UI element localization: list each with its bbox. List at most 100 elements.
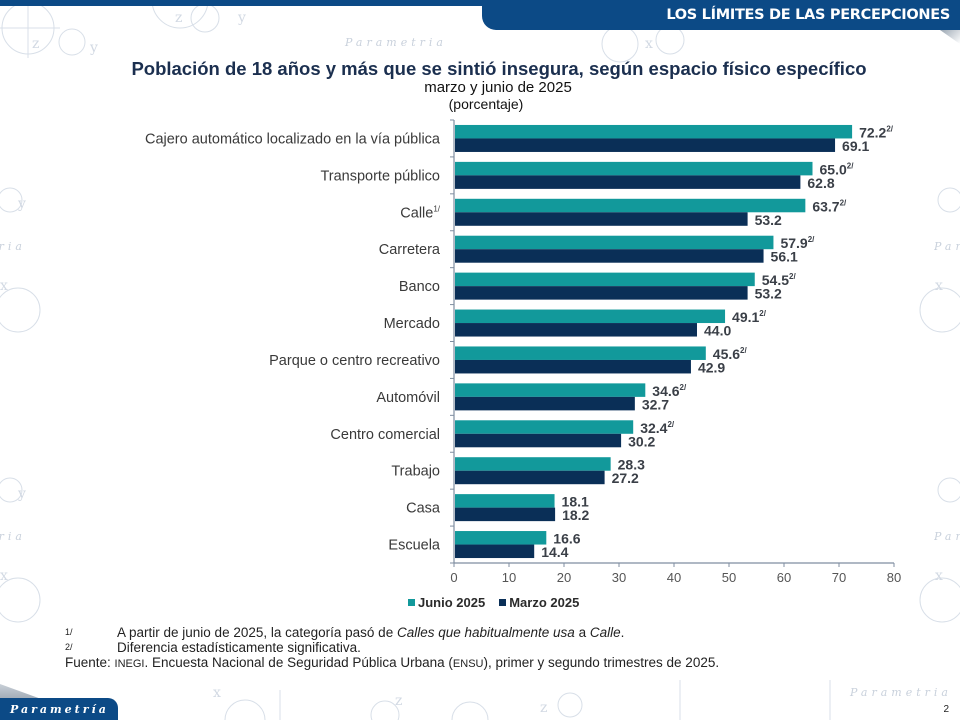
data-label-junio-2025: 28.3 bbox=[618, 457, 645, 473]
data-label-junio-2025: 72.22/ bbox=[859, 124, 894, 140]
watermark-text: Parametria bbox=[934, 240, 960, 253]
chart-subtitle: marzo y junio de 2025 bbox=[424, 79, 572, 96]
bar-marzo-2025 bbox=[455, 212, 748, 226]
category-label: Banco bbox=[399, 279, 440, 295]
category-label: Parque o centro recreativo bbox=[269, 353, 440, 369]
x-tick-label: 70 bbox=[832, 570, 846, 585]
note-1-mark: 1/ bbox=[65, 627, 73, 637]
note-2-mark: 2/ bbox=[65, 642, 73, 652]
data-label-marzo-2025: 42.9 bbox=[698, 359, 725, 375]
x-tick-label: 0 bbox=[450, 570, 457, 585]
chart-title: Población de 18 años y más que se sintió… bbox=[131, 58, 867, 79]
data-label-junio-2025: 63.72/ bbox=[812, 198, 847, 214]
watermark-text: Parametria bbox=[0, 240, 26, 253]
bar-marzo-2025 bbox=[455, 359, 691, 374]
bar-marzo-2025 bbox=[455, 507, 556, 522]
section-banner: LOS LÍMITES DE LAS PERCEPCIONES bbox=[482, 0, 960, 30]
watermark-text: Parametria bbox=[345, 36, 447, 49]
category-label: Carretera bbox=[379, 242, 441, 258]
category-label: Transporte público bbox=[320, 168, 440, 184]
section-title: LOS LÍMITES DE LAS PERCEPCIONES bbox=[666, 7, 950, 23]
chart-unit-label: (porcentaje) bbox=[448, 96, 524, 112]
top-strip bbox=[0, 0, 960, 6]
bar-junio-2025 bbox=[455, 457, 611, 471]
category-label: Calle1/ bbox=[400, 204, 440, 221]
x-tick-label: 80 bbox=[887, 570, 901, 585]
data-label-marzo-2025: 27.2 bbox=[612, 470, 639, 486]
bar-marzo-2025 bbox=[455, 396, 635, 411]
bar-junio-2025 bbox=[455, 272, 755, 287]
bar-marzo-2025 bbox=[455, 249, 764, 263]
data-label-marzo-2025: 30.2 bbox=[628, 433, 655, 449]
data-label-marzo-2025: 56.1 bbox=[771, 249, 798, 265]
note-1-text: A partir de junio de 2025, la categoría … bbox=[117, 625, 625, 640]
significance-mark: 2/ bbox=[847, 161, 854, 170]
source-note: Fuente: INEGI. Encuesta Nacional de Segu… bbox=[65, 655, 720, 670]
x-tick-label: 20 bbox=[557, 570, 571, 585]
watermark-text: Parametria bbox=[934, 530, 960, 543]
category-label: Mercado bbox=[384, 316, 440, 332]
category-label: Casa bbox=[406, 501, 441, 517]
data-label-junio-2025: 32.42/ bbox=[640, 420, 675, 436]
data-label-marzo-2025: 62.8 bbox=[807, 175, 834, 191]
data-label-marzo-2025: 69.1 bbox=[842, 138, 869, 154]
legend-swatch-marzo bbox=[499, 599, 507, 606]
legend-item-marzo: Marzo 2025 bbox=[499, 595, 579, 610]
category-label: Escuela bbox=[388, 538, 441, 554]
x-tick-label: 50 bbox=[722, 570, 736, 585]
data-label-junio-2025: 16.6 bbox=[553, 531, 580, 547]
bar-junio-2025 bbox=[455, 161, 813, 176]
data-label-junio-2025: 54.52/ bbox=[762, 272, 797, 288]
bar-marzo-2025 bbox=[455, 433, 622, 448]
bar-junio-2025 bbox=[455, 124, 853, 139]
category-label: Centro comercial bbox=[330, 427, 440, 443]
category-label: Automóvil bbox=[376, 390, 440, 406]
bar-marzo-2025 bbox=[455, 286, 748, 300]
chart-legend: Junio 2025 Marzo 2025 bbox=[408, 595, 579, 610]
legend-item-junio: Junio 2025 bbox=[408, 595, 485, 610]
bar-chart: 0 10 20 30 40 50 60 70 80 Cajero automático local… bbox=[145, 119, 901, 585]
x-tick-label: 10 bbox=[502, 570, 516, 585]
significance-mark: 2/ bbox=[740, 346, 747, 355]
category-footnote-mark: 1/ bbox=[433, 204, 440, 213]
bar-junio-2025 bbox=[455, 383, 646, 397]
bar-marzo-2025 bbox=[455, 544, 535, 559]
legend-label-junio: Junio 2025 bbox=[418, 595, 486, 610]
data-label-marzo-2025: 14.4 bbox=[541, 544, 568, 560]
significance-mark: 2/ bbox=[789, 272, 796, 281]
svg-text:z: z bbox=[395, 693, 402, 709]
bar-junio-2025 bbox=[455, 531, 547, 545]
significance-mark: 2/ bbox=[759, 309, 766, 318]
data-label-marzo-2025: 53.2 bbox=[755, 286, 782, 302]
bar-marzo-2025 bbox=[455, 323, 697, 337]
data-label-junio-2025: 57.92/ bbox=[780, 235, 815, 251]
x-tick-label: 60 bbox=[777, 570, 791, 585]
x-tick-label: 40 bbox=[667, 570, 681, 585]
note-1: 1/ A partir de junio de 2025, la categor… bbox=[65, 625, 719, 640]
data-label-marzo-2025: 18.2 bbox=[562, 507, 589, 523]
note-2: 2/ Diferencia estadísticamente significa… bbox=[65, 640, 719, 655]
bar-junio-2025 bbox=[455, 420, 634, 434]
category-label: Trabajo bbox=[391, 464, 440, 480]
svg-text:z: z bbox=[540, 700, 547, 716]
page-number: 2 bbox=[943, 704, 949, 715]
data-label-junio-2025: 49.12/ bbox=[732, 309, 767, 325]
parametria-logo: Parametría bbox=[0, 698, 118, 720]
data-label-marzo-2025: 32.7 bbox=[642, 396, 669, 412]
x-tick-label: 30 bbox=[612, 570, 626, 585]
bar-junio-2025 bbox=[455, 346, 706, 360]
legend-swatch-junio bbox=[408, 599, 415, 606]
legend-label-marzo: Marzo 2025 bbox=[509, 595, 580, 610]
watermark-text: Parametria bbox=[0, 530, 26, 543]
data-label-junio-2025: 65.02/ bbox=[820, 161, 855, 177]
bar-junio-2025 bbox=[455, 494, 555, 508]
chart-notes: 1/ A partir de junio de 2025, la categor… bbox=[65, 625, 719, 672]
significance-mark: 2/ bbox=[886, 124, 893, 133]
bar-marzo-2025 bbox=[455, 470, 605, 485]
bar-marzo-2025 bbox=[455, 138, 836, 152]
watermark-text: Parametria bbox=[850, 686, 952, 699]
bar-junio-2025 bbox=[455, 198, 806, 213]
significance-mark: 2/ bbox=[680, 383, 687, 392]
bar-marzo-2025 bbox=[455, 175, 801, 189]
significance-mark: 2/ bbox=[840, 198, 847, 207]
